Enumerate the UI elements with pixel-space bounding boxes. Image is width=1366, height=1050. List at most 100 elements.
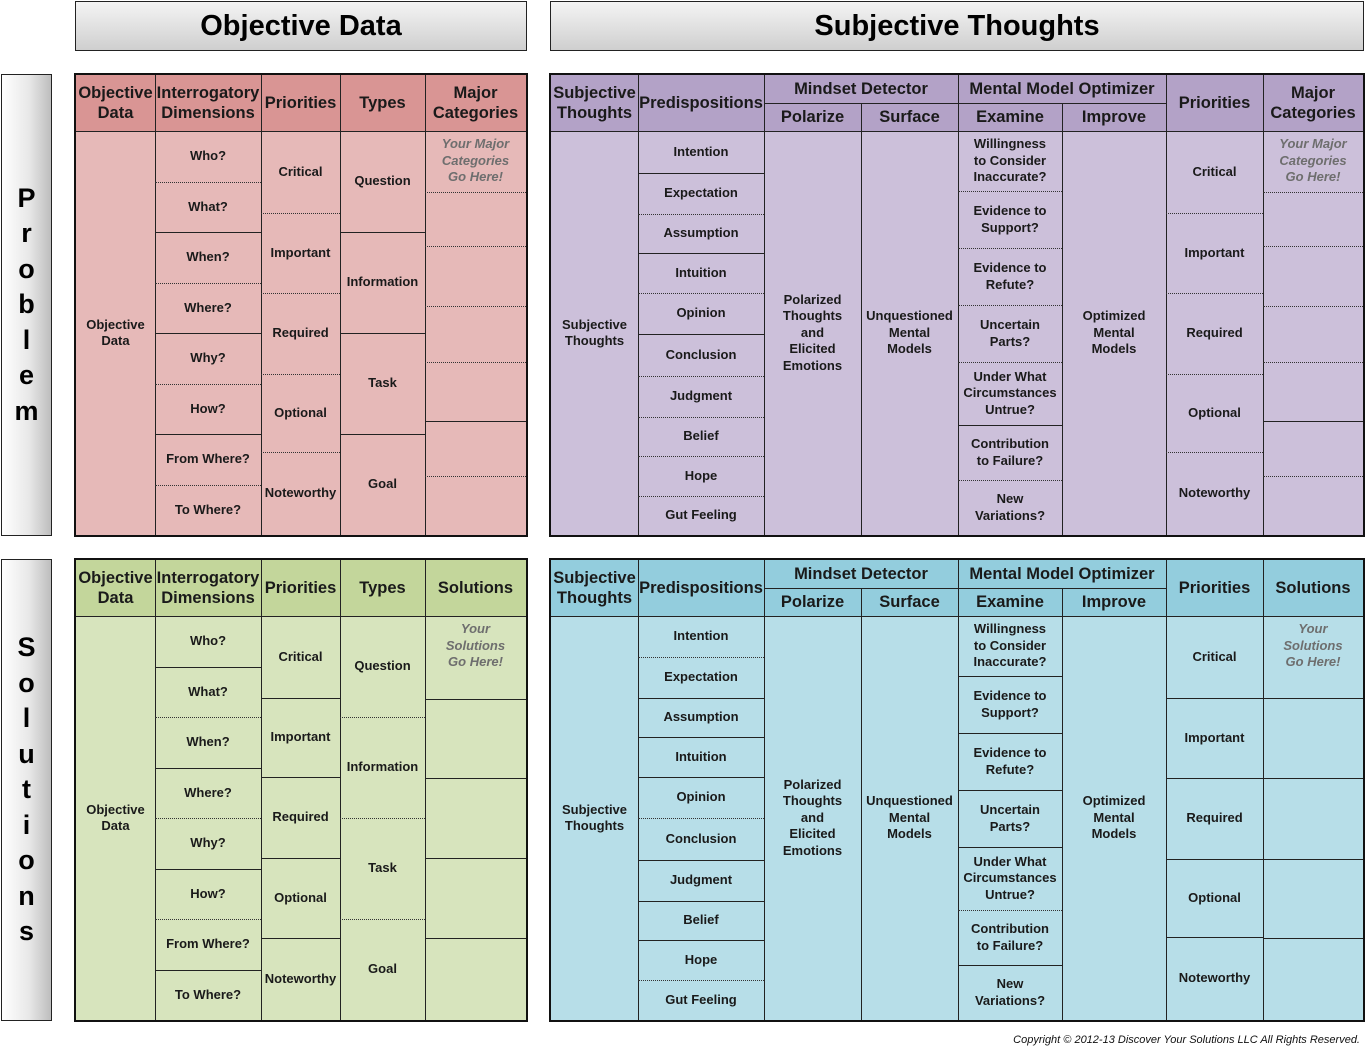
examine-row: Willingness to Consider Inaccurate?: [973, 621, 1047, 670]
divider: [638, 75, 639, 535]
side-label-letter: i: [22, 809, 31, 840]
divider: [155, 484, 261, 486]
divider: [425, 192, 526, 193]
major-category-slot[interactable]: [1263, 306, 1363, 362]
solution-slot[interactable]: [1263, 698, 1363, 778]
major-category-slot[interactable]: [425, 192, 526, 246]
predisposition-row: Expectation: [664, 185, 738, 201]
examine-row: Uncertain Parts?: [980, 317, 1040, 349]
divider: [340, 333, 425, 334]
major-category-slot[interactable]: [425, 246, 526, 306]
divider: [155, 717, 261, 718]
header-subjective-thoughts: Subjective Thoughts: [551, 560, 638, 616]
divider: [1062, 588, 1063, 1020]
header-examine: Examine: [958, 103, 1062, 131]
major-categories-placeholder[interactable]: Your Major Categories Go Here!: [1279, 136, 1347, 184]
priority-row: Important: [1184, 244, 1245, 260]
divider: [155, 282, 261, 284]
divider: [551, 616, 1363, 617]
interrogatory-row: Why?: [190, 835, 226, 850]
predisposition-row: Gut Feeling: [665, 991, 737, 1007]
divider: [425, 306, 526, 307]
divider: [1263, 421, 1363, 422]
major-category-slot[interactable]: [1263, 476, 1363, 535]
divider: [340, 232, 425, 233]
priority-row: Optional: [274, 889, 327, 905]
side-label-letter: o: [18, 845, 35, 876]
major-category-slot[interactable]: [1263, 192, 1363, 246]
divider: [1263, 306, 1363, 307]
divider: [261, 560, 262, 1020]
header-surface: Surface: [861, 588, 958, 616]
header-mental-model-optimizer: Mental Model Optimizer: [958, 560, 1166, 588]
side-label-letter: u: [18, 738, 35, 769]
major-categories-placeholder[interactable]: Your Major Categories Go Here!: [441, 136, 510, 184]
examine-row: New Variations?: [974, 976, 1046, 1008]
solutions-placeholder[interactable]: Your Solutions Go Here!: [445, 621, 506, 669]
interrogatory-row: When?: [186, 734, 230, 749]
side-label-letter: l: [22, 324, 31, 355]
divider: [261, 213, 340, 214]
side-label-letter: t: [22, 774, 31, 805]
examine-row: Evidence to Support?: [973, 688, 1047, 720]
solution-slot[interactable]: [1263, 859, 1363, 938]
priority-row: Important: [270, 729, 331, 745]
solutions-placeholder[interactable]: Your Solutions Go Here!: [1283, 621, 1343, 669]
header-priorities: Priorities: [261, 560, 340, 616]
solution-slot[interactable]: [1263, 778, 1363, 859]
major-category-slot[interactable]: [425, 421, 526, 476]
divider: [261, 698, 340, 699]
major-category-slot[interactable]: [425, 306, 526, 362]
divider: [958, 425, 1062, 426]
predisposition-row: Opinion: [676, 789, 726, 805]
header-mindset-detector: Mindset Detector: [764, 75, 958, 103]
solutions-objective-table: Objective Data Interrogatory Dimensions Pr…: [74, 558, 528, 1022]
divider: [958, 191, 1062, 192]
priority-row: Important: [270, 244, 331, 260]
divider: [1263, 362, 1363, 363]
divider: [425, 699, 526, 700]
solution-slot[interactable]: [425, 778, 526, 858]
divider: [425, 362, 526, 363]
solutions-subjective-table: Subjective Thoughts Predispositions Mindse…: [549, 558, 1365, 1022]
divider: [1263, 698, 1363, 699]
interrogatory-row: To Where?: [174, 501, 242, 517]
solution-slot[interactable]: [1263, 938, 1363, 1020]
divider: [1263, 778, 1363, 779]
divider: [155, 434, 261, 435]
predisposition-row: Belief: [683, 912, 719, 928]
header-solutions: Solutions: [425, 560, 526, 616]
subjective-thoughts-cell: Subjective Thoughts: [561, 801, 628, 834]
divider: [261, 75, 262, 535]
header-improve: Improve: [1062, 588, 1166, 616]
interrogatory-row: Why?: [190, 350, 226, 365]
divider: [155, 969, 261, 971]
priority-row: Noteworthy: [1178, 485, 1251, 501]
solution-slot[interactable]: [425, 858, 526, 938]
examine-row: Under What Circumstances Untrue?: [963, 368, 1057, 417]
major-category-slot[interactable]: [1263, 421, 1363, 476]
divider: [1263, 560, 1264, 1020]
divider: [155, 232, 261, 233]
major-category-slot[interactable]: [1263, 362, 1363, 421]
objective-data-cell: Objective Data: [86, 316, 145, 349]
interrogatory-row: From Where?: [166, 451, 250, 466]
divider: [958, 676, 1062, 677]
solution-slot[interactable]: [425, 699, 526, 778]
divider: [764, 103, 1166, 104]
priority-row: Noteworthy: [264, 970, 337, 986]
major-category-slot[interactable]: [425, 476, 526, 535]
divider: [638, 657, 764, 658]
divider: [1166, 778, 1263, 779]
side-label-letter: S: [17, 632, 36, 663]
divider: [425, 421, 526, 422]
divider: [958, 847, 1062, 848]
solution-slot[interactable]: [425, 938, 526, 1020]
divider: [638, 860, 764, 861]
type-row: Goal: [368, 961, 397, 977]
divider: [261, 452, 340, 453]
major-category-slot[interactable]: [425, 362, 526, 421]
major-category-slot[interactable]: [1263, 246, 1363, 306]
divider: [340, 434, 425, 435]
divider: [764, 588, 1166, 589]
